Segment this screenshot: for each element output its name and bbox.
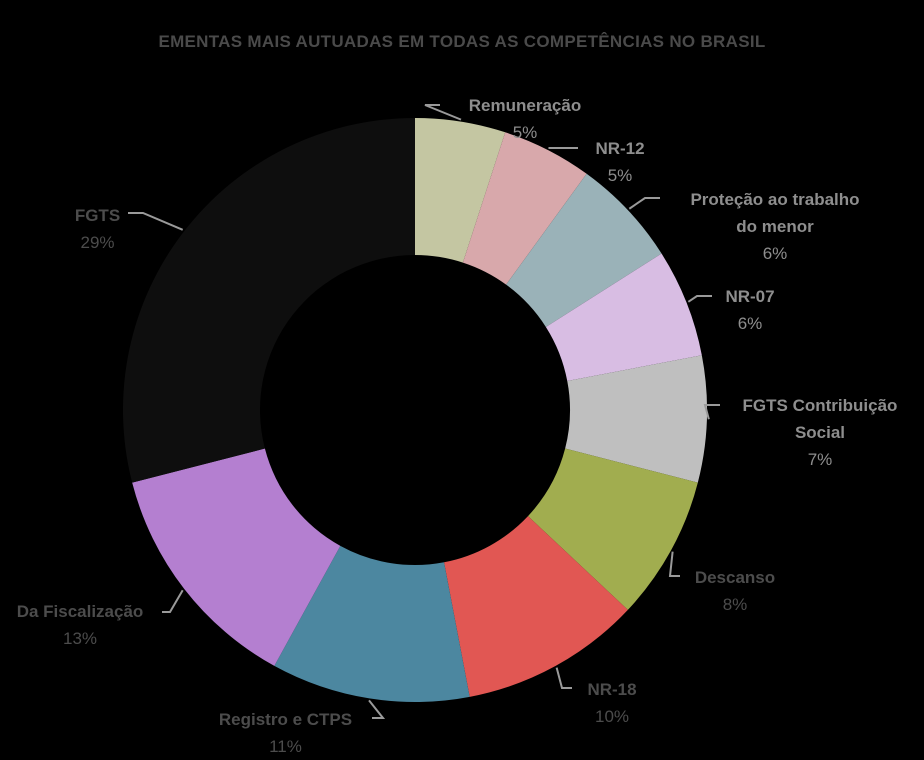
leader-line [703,404,720,420]
slice-nr-18 [444,516,628,697]
label-nr-18: NR-18 10% [587,680,637,726]
leader-line [687,295,712,303]
leader-line [128,212,184,231]
slice-fgts-contribui-o-social [565,355,707,483]
label-nr-12: NR-12 5% [595,139,645,185]
chart-title: EMENTAS MAIS AUTUADAS EM TODAS AS COMPET… [158,32,766,51]
slice-registro-e-ctps [274,545,470,702]
slice-nr-07 [545,253,702,381]
leader-line [424,104,462,121]
slice-descanso [527,448,698,610]
slice-prote-o-ao-trabalho-do-menor [506,173,662,327]
leader-line [668,551,680,577]
slice-da-fiscaliza-o [132,448,341,666]
leader-line [162,589,184,613]
leader-line [628,197,660,210]
label-fgts-contribuicao: FGTS Contribuição Social 7% [742,396,898,469]
label-nr-07: NR-07 6% [725,287,775,333]
label-da-fiscalizacao: Da Fiscalização 13% [16,602,144,648]
label-descanso: Descanso 8% [694,568,776,614]
slice-nr-12 [462,132,587,285]
slice-remunera-o [415,118,506,263]
label-remuneracao: Remuneração 5% [468,96,582,142]
label-protecao-menor: Proteção ao trabalho do menor 6% [690,190,860,263]
leader-line [368,699,386,719]
label-fgts: FGTS 29% [74,206,121,252]
leader-line [555,667,572,689]
slice-fgts [123,118,415,483]
label-registro-ctps: Registro e CTPS 11% [218,710,353,756]
